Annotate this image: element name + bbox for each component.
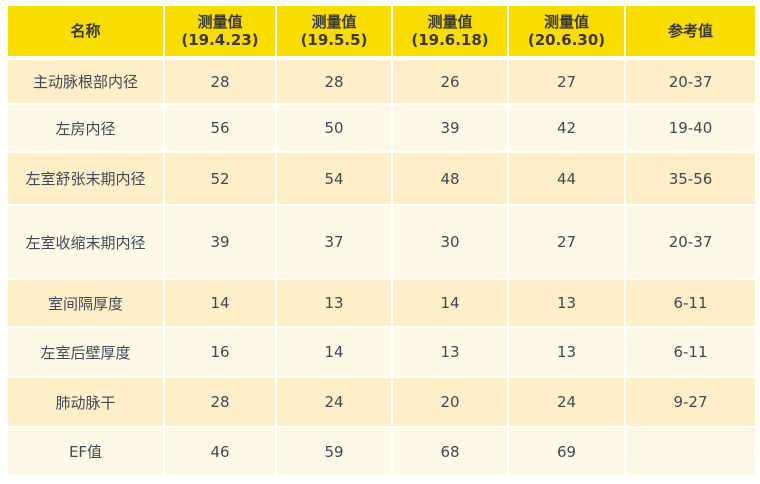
value-cell: 24 [277, 378, 391, 426]
reference-cell: 9-27 [626, 378, 755, 426]
value-cell: 24 [509, 378, 624, 426]
value-cell: 27 [509, 60, 624, 103]
reference-cell: 6-11 [626, 328, 755, 376]
header-measure-3: 测量值 (19.6.18) [393, 6, 507, 56]
value-cell: 39 [393, 105, 507, 151]
value-cell: 14 [277, 328, 391, 376]
value-cell: 28 [165, 60, 275, 103]
header-date: (19.6.18) [411, 31, 489, 49]
value-cell: 54 [277, 153, 391, 204]
value-cell: 30 [393, 206, 507, 278]
value-cell: 48 [393, 153, 507, 204]
reference-cell [626, 428, 755, 475]
row-name: 肺动脉干 [8, 378, 163, 426]
row-name: EF值 [8, 428, 163, 475]
row-name: 左室后壁厚度 [8, 328, 163, 376]
header-date: (20.6.30) [527, 31, 606, 49]
value-cell: 20 [393, 378, 507, 426]
header-label: 测量值 [427, 13, 473, 31]
value-cell: 27 [509, 206, 624, 278]
value-cell: 39 [165, 206, 275, 278]
header-measure-4: 测量值 (20.6.30) [509, 6, 624, 56]
value-cell: 56 [165, 105, 275, 151]
row-name: 室间隔厚度 [8, 280, 163, 326]
value-cell: 69 [509, 428, 624, 475]
value-cell: 14 [393, 280, 507, 326]
value-cell: 52 [165, 153, 275, 204]
header-date: (19.5.5) [300, 31, 368, 49]
value-cell: 28 [277, 60, 391, 103]
header-name: 名称 [8, 6, 163, 56]
value-cell: 28 [165, 378, 275, 426]
value-cell: 13 [509, 280, 624, 326]
header-date: (19.4.23) [181, 31, 259, 49]
header-measure-1: 测量值 (19.4.23) [165, 6, 275, 56]
reference-cell: 6-11 [626, 280, 755, 326]
reference-cell: 20-37 [626, 60, 755, 103]
header-label: 测量值 [197, 13, 243, 31]
row-name: 左房内径 [8, 105, 163, 151]
row-name: 左室收缩末期内径 [8, 206, 163, 278]
value-cell: 13 [393, 328, 507, 376]
reference-cell: 20-37 [626, 206, 755, 278]
row-name: 左室舒张末期内径 [8, 153, 163, 204]
value-cell: 46 [165, 428, 275, 475]
header-reference: 参考值 [626, 6, 755, 56]
measurement-table: 名称 测量值 (19.4.23) 测量值 (19.5.5) 测量值 (19.6.18)… [8, 6, 755, 475]
header-measure-2: 测量值 (19.5.5) [277, 6, 391, 56]
value-cell: 50 [277, 105, 391, 151]
value-cell: 14 [165, 280, 275, 326]
value-cell: 16 [165, 328, 275, 376]
value-cell: 13 [509, 328, 624, 376]
value-cell: 59 [277, 428, 391, 475]
value-cell: 37 [277, 206, 391, 278]
header-label: 测量值 [543, 13, 589, 31]
reference-cell: 19-40 [626, 105, 755, 151]
row-name: 主动脉根部内径 [8, 60, 163, 103]
reference-cell: 35-56 [626, 153, 755, 204]
value-cell: 68 [393, 428, 507, 475]
value-cell: 26 [393, 60, 507, 103]
value-cell: 13 [277, 280, 391, 326]
value-cell: 42 [509, 105, 624, 151]
header-label: 测量值 [311, 13, 357, 31]
value-cell: 44 [509, 153, 624, 204]
